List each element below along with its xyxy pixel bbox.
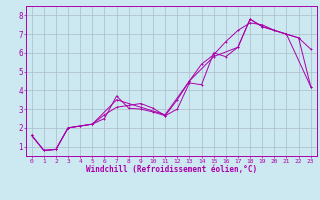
X-axis label: Windchill (Refroidissement éolien,°C): Windchill (Refroidissement éolien,°C) [86, 165, 257, 174]
